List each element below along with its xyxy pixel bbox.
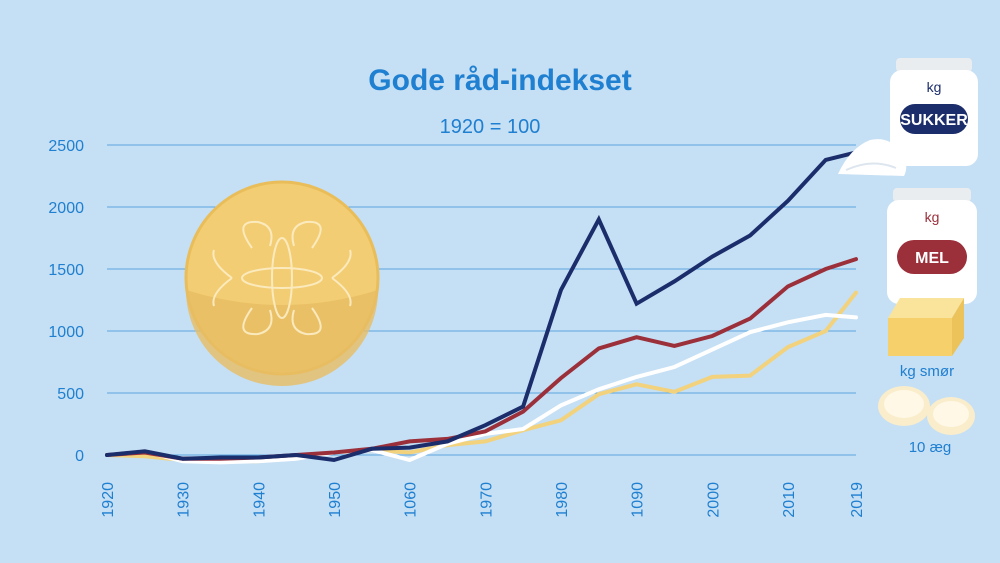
sugar-jar-icon: kg SUKKER xyxy=(890,58,978,166)
x-tick-label: 2000 xyxy=(705,482,722,518)
series-line-4 xyxy=(105,312,858,465)
eggs-label: 10 æg xyxy=(909,439,952,456)
series-line-1 xyxy=(105,150,858,463)
y-tick-label: 2000 xyxy=(48,200,84,217)
coin-illustration xyxy=(184,180,380,386)
y-tick-label: 500 xyxy=(57,386,84,403)
flour-jar-icon: kg MEL xyxy=(887,188,977,304)
butter-icon xyxy=(888,298,964,356)
x-tick-label: 1970 xyxy=(478,482,495,518)
y-tick-label: 0 xyxy=(75,448,84,465)
x-tick-label: 1940 xyxy=(251,482,268,518)
chart-subtitle: 1920 = 100 xyxy=(440,116,541,138)
x-tick-label: 1060 xyxy=(403,482,420,518)
chart-title: Gode råd-indekset xyxy=(368,64,631,97)
x-tick-label: 1920 xyxy=(100,482,117,518)
x-tick-label: 2019 xyxy=(849,482,866,518)
x-tick-label: 1090 xyxy=(630,482,647,518)
x-tick-label: 1950 xyxy=(327,482,344,518)
butter-label: kg smør xyxy=(900,363,954,380)
eggs-icon xyxy=(878,386,975,435)
sugar-jar-label: SUKKER xyxy=(900,112,968,129)
flour-jar-label: MEL xyxy=(915,250,949,267)
x-axis-ticks: 1920 1930 1940 1950 1060 1970 1980 1090 2000 2010… xyxy=(100,482,866,518)
y-tick-label: 1500 xyxy=(48,262,84,279)
y-tick-label: 2500 xyxy=(48,138,84,155)
x-tick-label: 1980 xyxy=(554,482,571,518)
sugar-jar-kg: kg xyxy=(927,79,942,95)
sugar-pile-icon xyxy=(838,139,907,176)
x-tick-label: 2010 xyxy=(781,482,798,518)
y-axis-ticks: 0 500 1000 1500 2000 2500 xyxy=(48,138,84,465)
x-tick-label: 1930 xyxy=(176,482,193,518)
flour-jar-kg: kg xyxy=(925,209,940,225)
series-lines xyxy=(105,150,858,465)
y-tick-label: 1000 xyxy=(48,324,84,341)
